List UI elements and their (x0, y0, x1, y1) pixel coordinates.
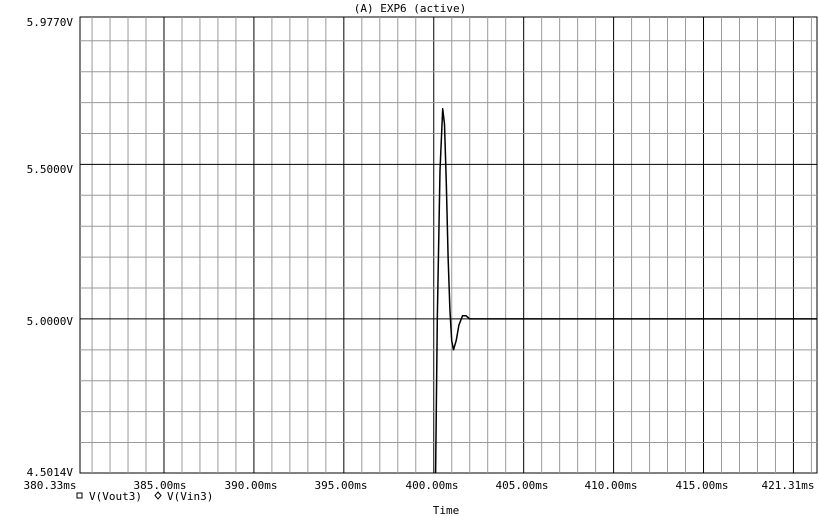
series-line (434, 108, 817, 474)
x-tick-label: 400.00ms (406, 479, 459, 492)
legend-label: V(Vin3) (167, 490, 213, 503)
x-axis-label: Time (433, 504, 460, 517)
window-title: (A) EXP6 (active) (354, 2, 467, 15)
x-tick-label: 405.00ms (496, 479, 549, 492)
y-axis: 5.9770V 5.5000V 5.0000V 4.5014V (27, 16, 74, 479)
square-marker-icon (76, 492, 83, 499)
x-tick-label: 380.33ms (24, 479, 77, 492)
y-tick-label: 5.9770V (27, 16, 74, 29)
legend: V(Vout3) V(Vin3) (76, 490, 213, 503)
y-tick-label: 5.0000V (27, 315, 74, 328)
grid (80, 17, 817, 473)
y-tick-label: 4.5014V (27, 466, 74, 479)
y-tick-label: 5.5000V (27, 163, 74, 176)
x-tick-label: 385.00ms (134, 479, 187, 492)
x-tick-label: 390.00ms (225, 479, 278, 492)
x-tick-label: 395.00ms (315, 479, 368, 492)
x-axis: 380.33ms 385.00ms 390.00ms 395.00ms 400.… (24, 479, 815, 492)
x-tick-label: 410.00ms (585, 479, 638, 492)
diamond-marker-icon (154, 491, 162, 500)
legend-label: V(Vout3) (89, 490, 142, 503)
series-group (434, 108, 817, 474)
x-tick-label: 421.31ms (762, 479, 815, 492)
x-tick-label: 415.00ms (676, 479, 729, 492)
